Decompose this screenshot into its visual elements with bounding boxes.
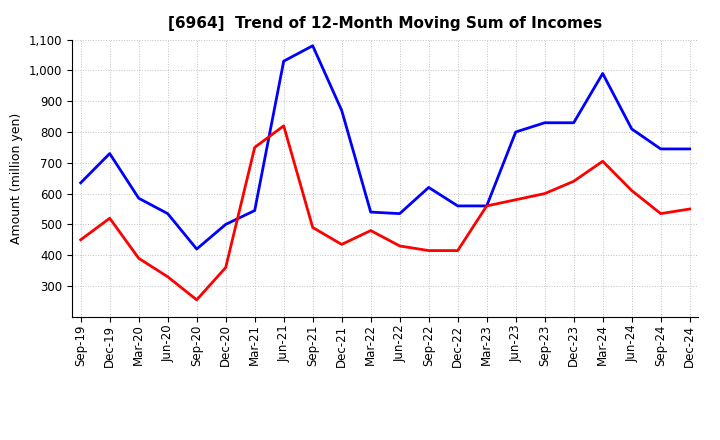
Net Income <box>511 197 520 202</box>
Net Income <box>570 179 578 184</box>
Ordinary Income <box>598 71 607 76</box>
Ordinary Income <box>395 211 404 216</box>
Ordinary Income <box>192 246 201 252</box>
Net Income <box>541 191 549 196</box>
Net Income <box>308 225 317 230</box>
Ordinary Income <box>482 203 491 209</box>
Ordinary Income <box>366 209 375 215</box>
Ordinary Income <box>338 108 346 113</box>
Net Income <box>251 145 259 150</box>
Ordinary Income <box>424 185 433 190</box>
Ordinary Income <box>685 146 694 151</box>
Net Income <box>105 216 114 221</box>
Ordinary Income <box>511 129 520 135</box>
Net Income <box>192 297 201 303</box>
Net Income <box>135 256 143 261</box>
Net Income <box>482 203 491 209</box>
Net Income <box>685 206 694 212</box>
Net Income <box>366 228 375 233</box>
Net Income <box>76 237 85 242</box>
Ordinary Income <box>454 203 462 209</box>
Net Income <box>395 243 404 249</box>
Net Income <box>627 188 636 193</box>
Line: Ordinary Income: Ordinary Income <box>81 46 690 249</box>
Ordinary Income <box>76 180 85 185</box>
Net Income <box>279 123 288 128</box>
Ordinary Income <box>541 120 549 125</box>
Net Income <box>424 248 433 253</box>
Ordinary Income <box>163 211 172 216</box>
Net Income <box>221 265 230 270</box>
Title: [6964]  Trend of 12-Month Moving Sum of Incomes: [6964] Trend of 12-Month Moving Sum of I… <box>168 16 603 32</box>
Ordinary Income <box>657 146 665 151</box>
Ordinary Income <box>570 120 578 125</box>
Net Income <box>454 248 462 253</box>
Ordinary Income <box>308 43 317 48</box>
Ordinary Income <box>135 195 143 201</box>
Ordinary Income <box>251 208 259 213</box>
Y-axis label: Amount (million yen): Amount (million yen) <box>10 113 23 244</box>
Net Income <box>657 211 665 216</box>
Net Income <box>338 242 346 247</box>
Ordinary Income <box>627 126 636 132</box>
Net Income <box>163 274 172 279</box>
Ordinary Income <box>279 59 288 64</box>
Ordinary Income <box>221 222 230 227</box>
Net Income <box>598 158 607 164</box>
Ordinary Income <box>105 151 114 156</box>
Line: Net Income: Net Income <box>81 126 690 300</box>
